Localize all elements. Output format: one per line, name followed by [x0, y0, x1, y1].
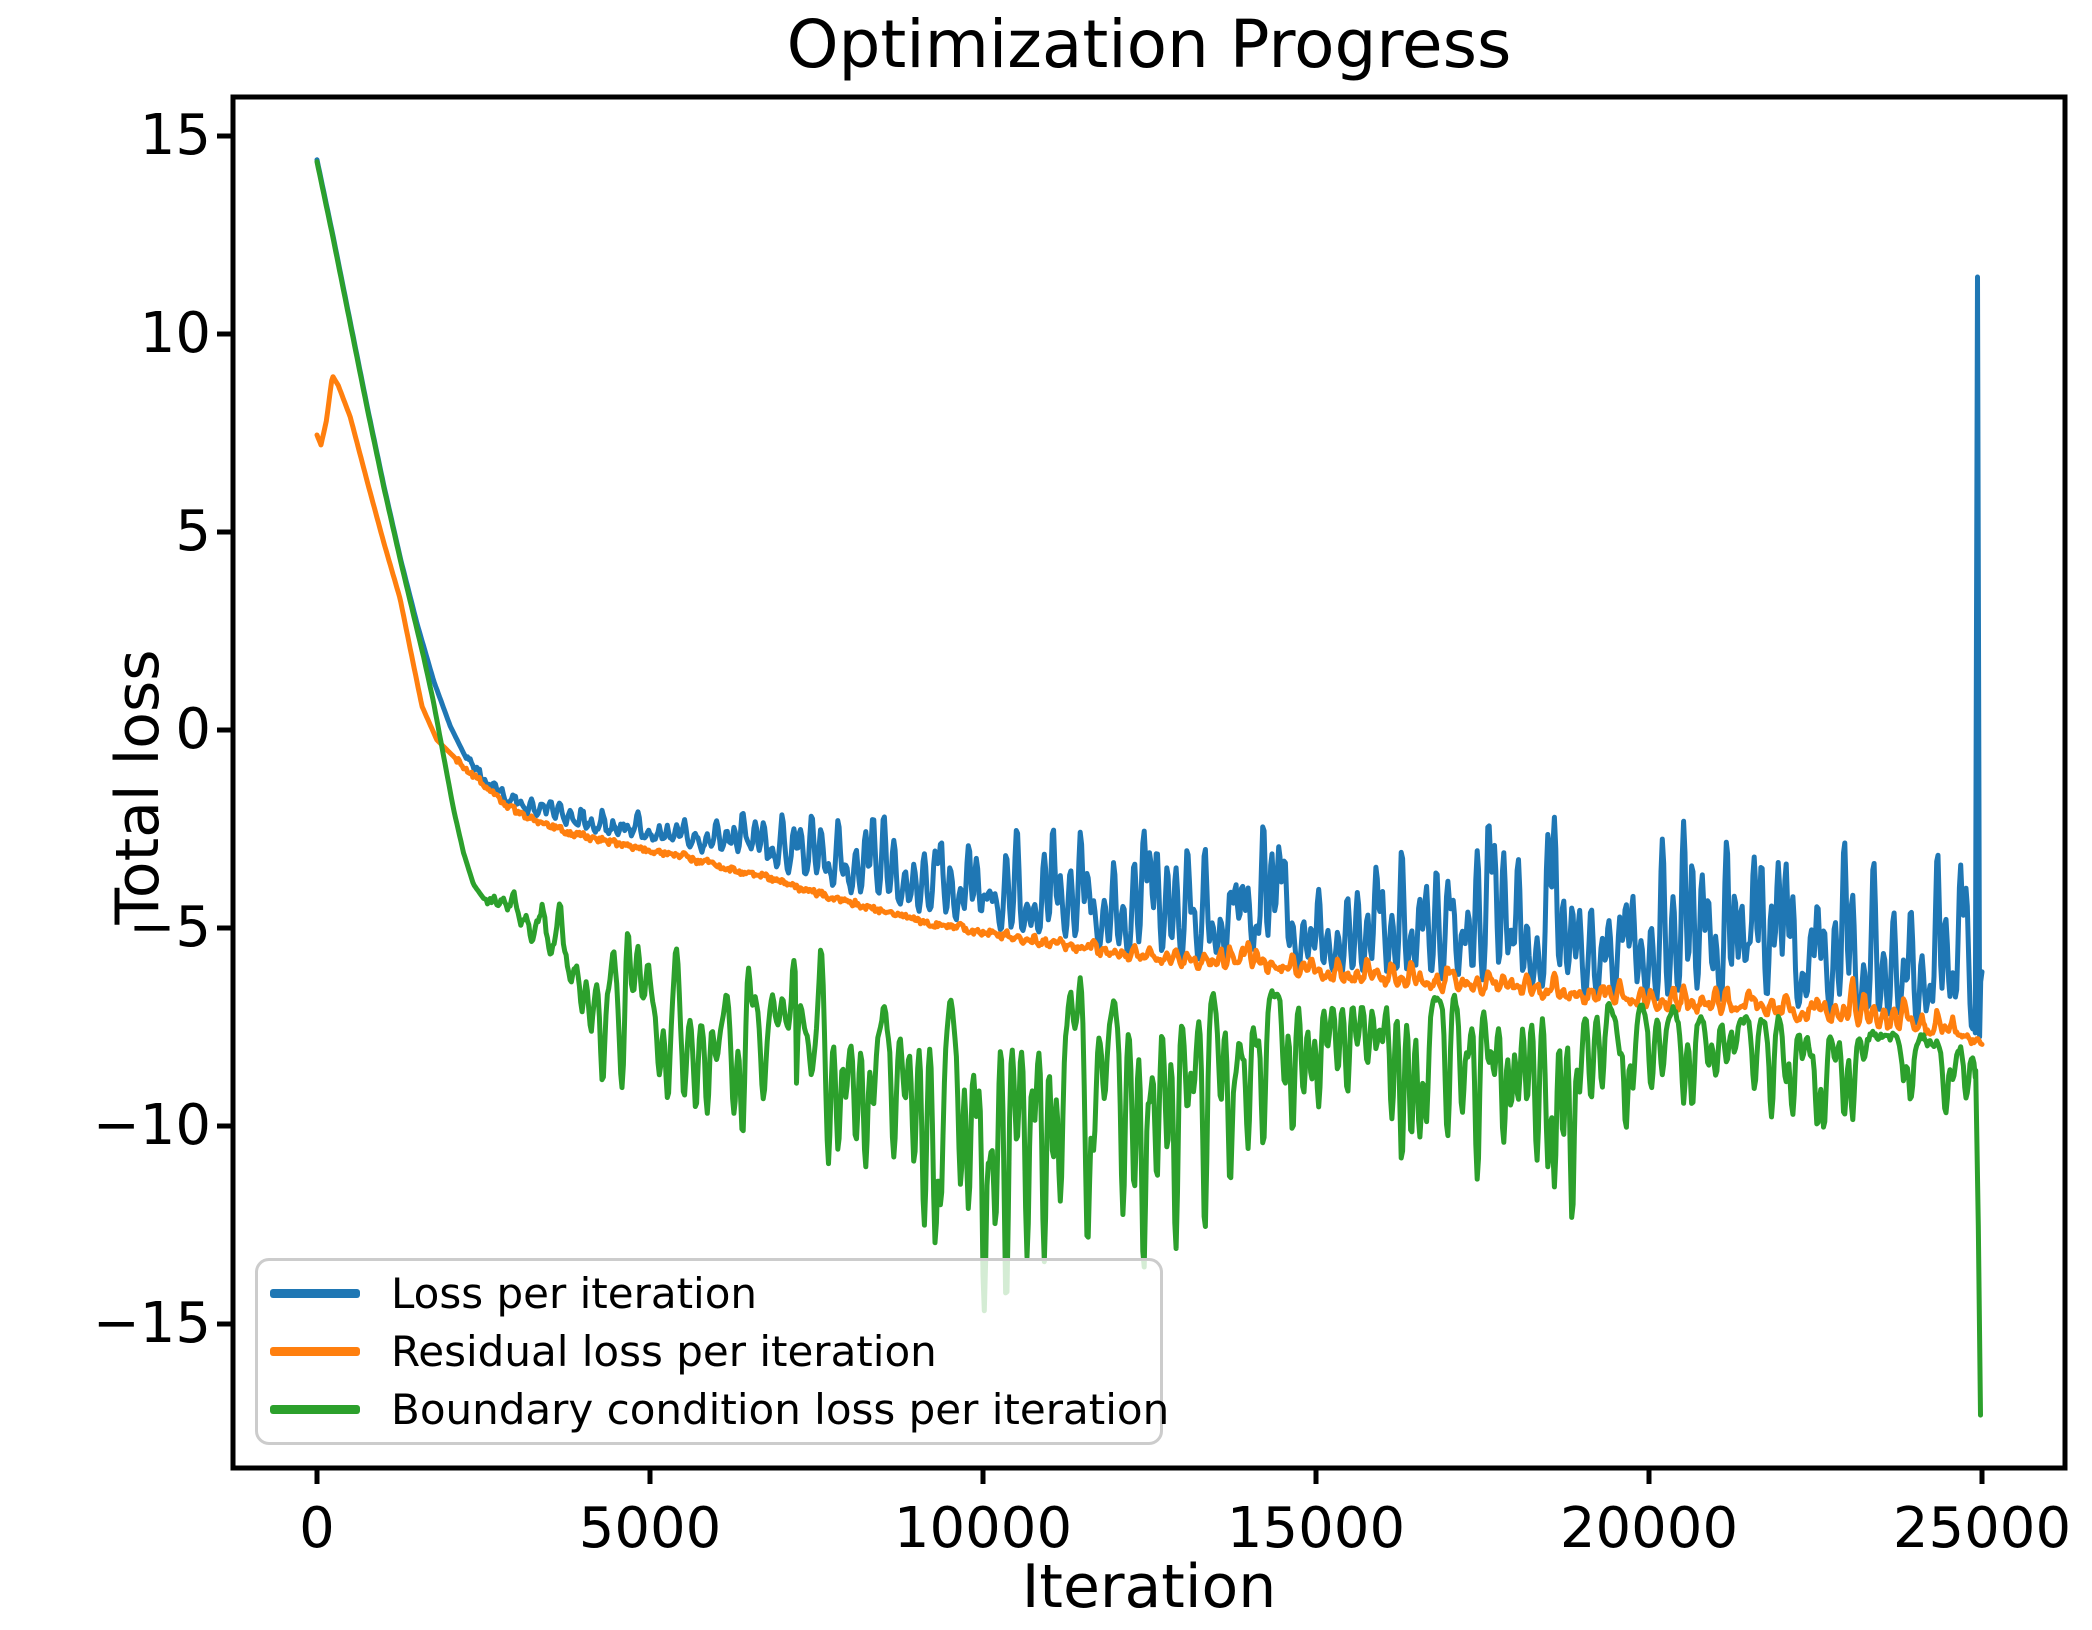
legend-label: Loss per iteration — [391, 1269, 758, 1319]
legend-line-sample-blue — [270, 1289, 360, 1299]
y-tick-label: 0 — [175, 697, 211, 762]
y-tick-label: −5 — [128, 895, 211, 960]
y-tick-label: −10 — [92, 1093, 211, 1158]
x-tick-label: 10000 — [893, 1496, 1073, 1561]
legend-label: Boundary condition loss per iteration — [391, 1384, 1170, 1434]
y-tick-label: 15 — [139, 103, 211, 168]
x-tick-label: 5000 — [578, 1496, 722, 1561]
series-line-residual — [314, 374, 1985, 1047]
x-tick-label: 0 — [299, 1496, 335, 1561]
legend-item: Residual loss per iteration — [258, 1323, 1160, 1381]
x-axis-label: Iteration — [1021, 1552, 1277, 1622]
legend-line-sample-orange — [270, 1347, 360, 1356]
y-tick-label: 10 — [139, 301, 211, 366]
chart-title: Optimization Progress — [786, 6, 1512, 83]
x-tick-label: 20000 — [1559, 1496, 1739, 1561]
legend-line-sample-green — [270, 1404, 360, 1414]
legend-label: Residual loss per iteration — [391, 1327, 937, 1376]
x-tick-label: 15000 — [1226, 1496, 1406, 1561]
legend-item: Loss per iteration — [258, 1265, 1160, 1323]
series-line-loss — [314, 157, 1985, 1040]
y-tick-label: 5 — [175, 499, 211, 564]
axes-spines — [230, 94, 2068, 1471]
legend-item: Boundary condition loss per iteration — [258, 1380, 1169, 1438]
y-tick-label: −15 — [92, 1291, 211, 1356]
legend: Loss per iteration Residual loss per ite… — [255, 1258, 1169, 1445]
x-tick-label: 25000 — [1892, 1496, 2072, 1561]
series-line-boundary — [314, 159, 1983, 1418]
